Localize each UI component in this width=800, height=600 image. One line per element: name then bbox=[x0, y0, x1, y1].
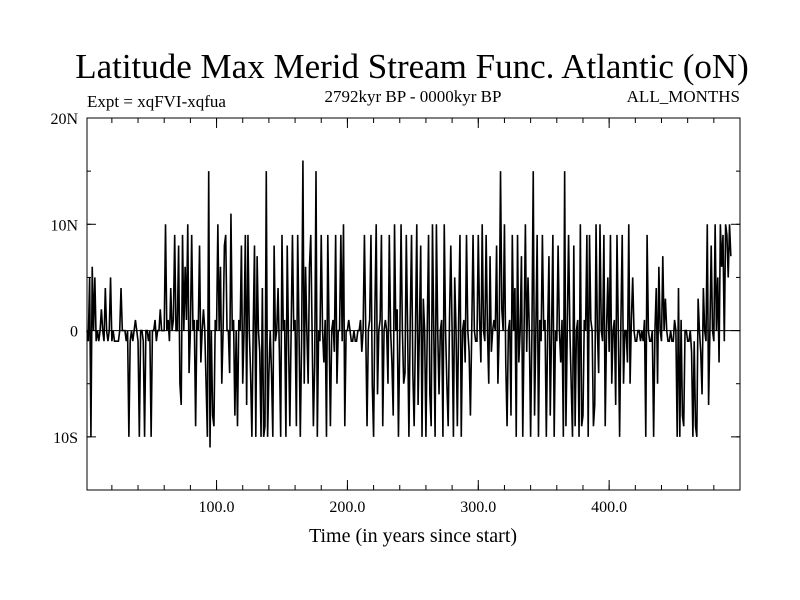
y-tick-label: 10N bbox=[50, 217, 78, 234]
y-tick-label: 20N bbox=[50, 111, 78, 128]
x-axis-title: Time (in years since start) bbox=[309, 525, 517, 547]
x-tick-label: 100.0 bbox=[199, 499, 235, 516]
chart-title: Latitude Max Merid Stream Func. Atlantic… bbox=[75, 47, 749, 86]
axis-ticks: 20N 10N 0 10S 100.0 200.0 300.0 400.0 bbox=[50, 111, 740, 516]
experiment-label: Expt = xqFVI-xqfua bbox=[87, 92, 226, 111]
plot-area bbox=[86, 160, 740, 448]
x-tick-label: 200.0 bbox=[329, 499, 365, 516]
x-tick-label: 400.0 bbox=[591, 499, 627, 516]
months-label: ALL_MONTHS bbox=[627, 87, 740, 106]
x-tick-label: 300.0 bbox=[460, 499, 496, 516]
y-tick-label: 10S bbox=[53, 430, 78, 447]
y-tick-label: 0 bbox=[70, 324, 78, 341]
series-line-0 bbox=[86, 160, 732, 448]
period-label: 2792kyr BP - 0000kyr BP bbox=[325, 87, 502, 106]
plot-frame bbox=[86, 117, 741, 491]
